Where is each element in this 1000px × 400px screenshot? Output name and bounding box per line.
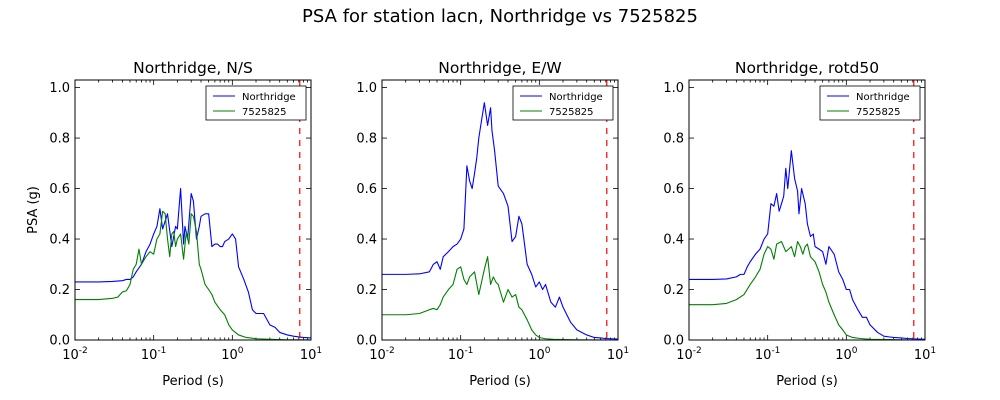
legend-box (205, 85, 307, 121)
y-tick-label: 1.0 (49, 81, 70, 96)
series-line-7525825 (689, 241, 925, 340)
legend-box (512, 85, 614, 121)
axes-frame (74, 79, 312, 341)
legend: Northridge 7525825 (819, 85, 921, 121)
y-tick-label: 0.2 (663, 283, 684, 298)
y-tick-label: 0.8 (49, 132, 70, 147)
y-tick-label: 1.0 (356, 81, 377, 96)
legend-label-7525825: 7525825 (242, 107, 287, 118)
y-axis-label: PSA (g) (26, 186, 41, 234)
legend: Northridge 7525825 (205, 85, 307, 121)
series-line-7525825 (75, 210, 311, 340)
x-tick-label: 10-1 (141, 346, 167, 363)
y-tick-label: 0.0 (356, 334, 377, 349)
y-tick-label: 0.8 (356, 132, 377, 147)
x-tick-label: 10-1 (755, 346, 781, 363)
series-line-northridge (382, 102, 618, 340)
x-tick-label: 100 (835, 346, 858, 363)
legend-label-northridge: Northridge (856, 92, 910, 103)
subplot-2: 10-2 10-1 100 101 0.0 0.2 0.4 0.6 0.8 1.0 Northrid… (356, 59, 629, 389)
y-tick-label: 0.0 (49, 334, 70, 349)
legend-label-7525825: 7525825 (856, 107, 901, 118)
series-group (382, 102, 618, 340)
x-axis-label: Period (s) (469, 374, 531, 389)
y-tick-label: 0.2 (49, 283, 70, 298)
x-tick-label: 101 (300, 346, 322, 363)
figure-title: PSA for station lacn, Northridge vs 7525… (302, 6, 698, 27)
subplot-1: 10-2 10-1 100 101 0.0 0.2 0.4 0.6 0.8 1.0 Northrid… (26, 59, 322, 389)
x-axis-label: Period (s) (776, 374, 838, 389)
x-tick-label: 10-2 (676, 346, 702, 363)
subplot-title: Northridge, E/W (438, 59, 561, 77)
legend-box (819, 85, 921, 121)
subplot-title: Northridge, N/S (133, 59, 253, 77)
y-tick-label: 0.6 (356, 182, 377, 197)
y-tick-label: 0.8 (663, 132, 684, 147)
x-tick-label: 100 (528, 346, 551, 363)
y-tick-label: 0.6 (49, 182, 70, 197)
legend-label-northridge: Northridge (242, 92, 296, 103)
y-tick-label: 0.4 (356, 233, 377, 248)
legend-label-7525825: 7525825 (549, 107, 594, 118)
y-tick-label: 0.4 (663, 233, 684, 248)
x-tick-label: 10-2 (369, 346, 395, 363)
x-tick-label: 101 (914, 346, 936, 363)
axes-frame (381, 79, 619, 341)
subplot-3: 10-2 10-1 100 101 0.0 0.2 0.4 0.6 0.8 1.0 Northrid… (663, 59, 936, 389)
legend-label-northridge: Northridge (549, 92, 603, 103)
x-axis-label: Period (s) (162, 374, 224, 389)
x-tick-label: 10-2 (62, 346, 88, 363)
legend: Northridge 7525825 (512, 85, 614, 121)
series-group (689, 150, 925, 340)
x-tick-label: 100 (221, 346, 244, 363)
y-tick-label: 0.2 (356, 283, 377, 298)
axes-frame (688, 79, 926, 341)
y-tick-label: 0.0 (663, 334, 684, 349)
series-line-7525825 (382, 256, 618, 340)
x-tick-label: 10-1 (448, 346, 474, 363)
series-line-northridge (75, 187, 311, 339)
y-tick-label: 0.6 (663, 182, 684, 197)
series-line-northridge (689, 150, 925, 340)
y-tick-label: 1.0 (663, 81, 684, 96)
y-tick-label: 0.4 (49, 233, 70, 248)
subplot-title: Northridge, rotd50 (735, 59, 879, 77)
x-tick-label: 101 (607, 346, 629, 363)
series-group (75, 187, 311, 340)
